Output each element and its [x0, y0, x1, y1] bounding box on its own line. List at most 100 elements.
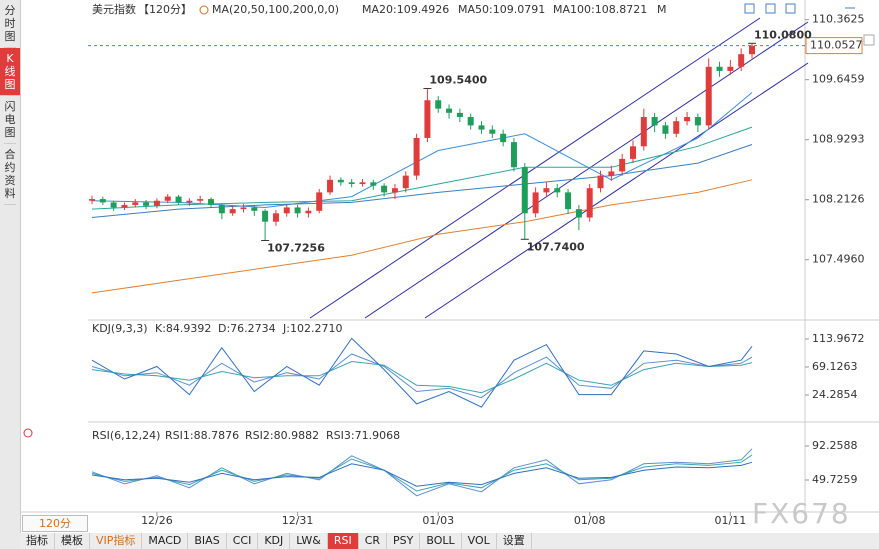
candle-body	[294, 207, 301, 214]
icon[interactable]	[23, 428, 33, 438]
y-tick-label: 49.7259	[812, 473, 858, 486]
tab[interactable]: CR	[359, 533, 388, 549]
candle-body	[435, 100, 442, 109]
icon[interactable]	[863, 34, 875, 46]
candle-body	[337, 179, 344, 183]
candle-body	[619, 158, 626, 172]
candle-body	[272, 213, 279, 222]
candle-body	[662, 125, 669, 134]
legend-entry: J:102.2710	[282, 322, 342, 335]
side-tab[interactable]: 闪电图	[4, 96, 16, 144]
tab[interactable]: BIAS	[188, 533, 227, 549]
candle-body	[413, 137, 420, 176]
candle-body	[153, 200, 160, 206]
candle-body	[543, 188, 550, 193]
y-tick-label: 110.3625	[812, 13, 865, 26]
panel-title: RSI(6,12,24)	[92, 429, 160, 442]
candle-body	[456, 112, 463, 118]
candle-body	[348, 182, 355, 185]
y-tick-label: 24.2854	[812, 388, 858, 401]
candle-body	[673, 121, 680, 134]
candle-body	[327, 179, 334, 193]
tab[interactable]: 指标	[20, 533, 55, 549]
candle-body	[381, 185, 388, 193]
x-tick-label: 12/26	[141, 514, 173, 527]
sidebar: 分时图 K线图 闪电图 合约资料	[0, 0, 21, 549]
candle-body	[110, 202, 117, 208]
y-tick-label: 69.1263	[812, 360, 858, 373]
candle-body	[597, 175, 604, 189]
tab[interactable]: RSI	[327, 533, 359, 549]
channel-line	[364, 21, 809, 319]
candle-body	[521, 167, 528, 214]
tab[interactable]: LW&	[290, 533, 328, 549]
candle-body	[510, 142, 517, 168]
tab[interactable]: CCI	[227, 533, 259, 549]
candle-body	[283, 207, 290, 214]
candle-body	[186, 200, 193, 203]
annotation: 107.7400	[527, 240, 585, 253]
y-tick-label: 108.9293	[812, 133, 865, 146]
candle-body	[218, 204, 225, 214]
legend-entry: MA100:108.8721	[553, 3, 647, 16]
channel-line	[309, 17, 761, 319]
series-line	[91, 461, 753, 487]
icon[interactable]	[199, 5, 209, 15]
candle-body	[391, 188, 398, 193]
legend-entry: K:84.9392	[155, 322, 211, 335]
tab[interactable]: 设置	[497, 533, 532, 549]
x-tick-label: 01/03	[422, 514, 454, 527]
candle-body	[738, 54, 745, 67]
candle-body	[684, 117, 691, 122]
panel-title: 美元指数	[92, 2, 136, 16]
tab[interactable]: BOLL	[420, 533, 462, 549]
candle-body	[446, 108, 453, 113]
candle-body	[500, 133, 507, 143]
tab[interactable]: MACD	[142, 533, 189, 549]
candle-body	[305, 210, 312, 214]
tab[interactable]: 模板	[55, 533, 90, 549]
side-tab[interactable]: 合约资料	[4, 144, 16, 205]
tab[interactable]: KDJ	[258, 533, 291, 549]
tab[interactable]: VOL	[462, 533, 497, 549]
candle-body	[694, 117, 701, 126]
x-tick-label: 12/31	[282, 514, 314, 527]
last-price-label: 110.0527	[810, 39, 863, 52]
tab[interactable]: PSY	[387, 533, 421, 549]
legend-entry: RSI2:80.9882	[245, 429, 319, 442]
candle-body	[629, 146, 636, 159]
legend-entry: MA50:109.0791	[458, 3, 545, 16]
candle-body	[197, 199, 204, 201]
y-tick-label: 108.2126	[812, 193, 865, 206]
window-icons[interactable]	[744, 3, 855, 14]
candle-body	[749, 45, 755, 55]
y-tick-label: 107.4960	[812, 253, 865, 266]
candle-body	[565, 192, 572, 210]
side-tab[interactable]: 分时图	[4, 0, 16, 48]
watermark: FX678	[752, 497, 851, 530]
series-line	[91, 126, 753, 210]
panel-title: KDJ(9,3,3)	[92, 322, 148, 335]
candle-body	[89, 199, 95, 201]
candle-body	[229, 209, 236, 214]
tab[interactable]: VIP指标	[90, 533, 143, 549]
legend-entry: MA20:109.4926	[362, 3, 449, 16]
candle-body	[424, 100, 431, 138]
panel-period: 【120分】	[138, 3, 192, 16]
side-tab[interactable]: K线图	[0, 48, 20, 96]
annotation: 110.0800	[754, 28, 812, 41]
x-tick-label: 01/11	[715, 514, 747, 527]
candle-body	[489, 129, 496, 134]
candle-body	[402, 175, 409, 189]
candle-body	[251, 207, 258, 211]
series-line	[91, 337, 753, 408]
candle-body	[716, 66, 723, 71]
last-price-box	[805, 37, 863, 55]
series-line	[91, 353, 753, 399]
candle-body	[575, 209, 582, 218]
candle-body	[262, 210, 269, 222]
period-select[interactable]: 120分	[22, 515, 88, 532]
legend-entry: RSI3:71.9068	[326, 429, 400, 442]
